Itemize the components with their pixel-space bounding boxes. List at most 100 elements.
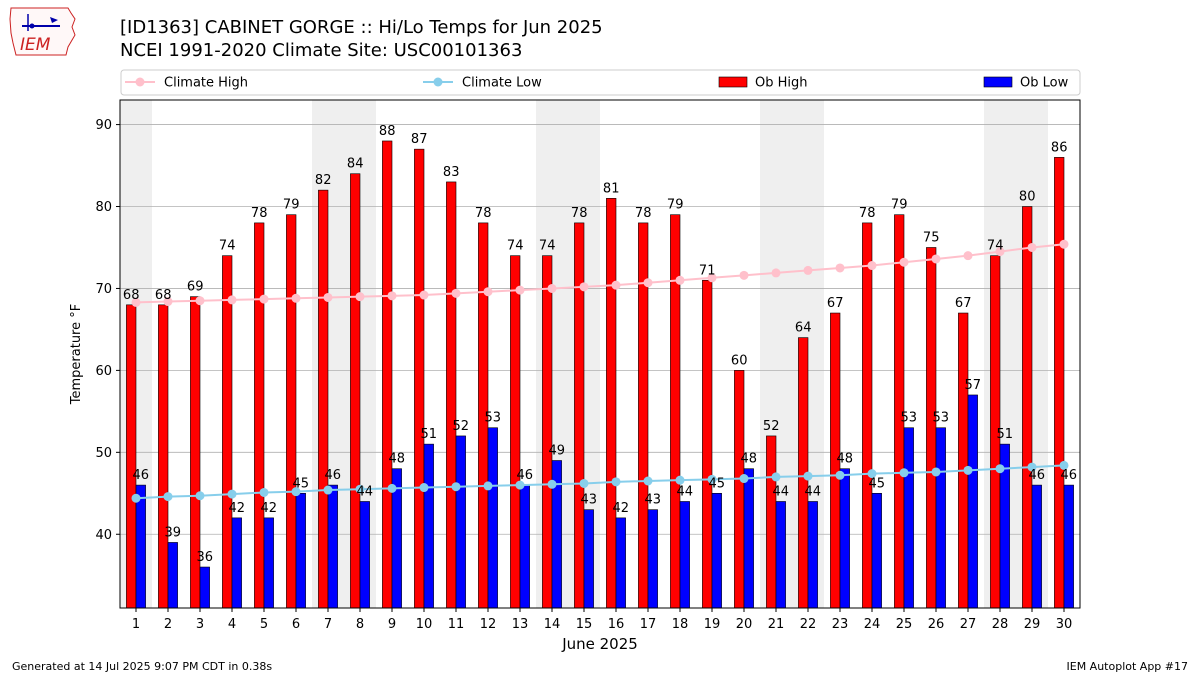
ob-low-bar (199, 566, 210, 609)
climate-high-point (387, 291, 397, 301)
climate-high-point (803, 265, 813, 275)
ob-low-bar (839, 468, 850, 609)
ob-high-bar (734, 370, 745, 609)
ob-low-bar (231, 517, 242, 609)
ob-high-bar (670, 214, 681, 609)
climate-low-point (707, 474, 717, 484)
climate-high-point (1059, 239, 1069, 249)
legend-climate-high-label: Climate High (164, 76, 248, 91)
ob-high-bar (958, 312, 969, 609)
ob-high-label: 67 (827, 296, 844, 311)
ob-high-label: 74 (539, 239, 556, 254)
climate-low-point (227, 489, 237, 499)
ob-low-label: 42 (613, 501, 630, 516)
ob-high-label: 68 (155, 288, 172, 303)
legend-frame (120, 69, 1081, 96)
climate-low-point (995, 464, 1005, 474)
climate-low-point (515, 480, 525, 490)
climate-low-point (419, 483, 429, 493)
ob-high-bar (926, 247, 937, 609)
climate-high-point (867, 261, 877, 271)
ob-low-label: 48 (389, 452, 406, 467)
plot-frame (119, 99, 1081, 609)
ob-high-bar (702, 279, 713, 609)
data-labels: 68 68 69 74 78 79 82 84 88 87 83 78 74 74 78 81 78 79 71 60… (123, 124, 1077, 565)
climate-high-point (131, 297, 141, 307)
ob-low-label: 44 (773, 484, 790, 499)
x-tick-label: 3 (196, 617, 204, 632)
ob-low-label: 49 (549, 444, 566, 459)
ob-low-bar (327, 484, 338, 609)
legend-ob-low-label: Ob Low (1020, 76, 1069, 91)
ob-high-bar (446, 181, 457, 609)
ob-low-label: 46 (1029, 468, 1046, 483)
x-tick-label: 27 (960, 617, 977, 632)
ob-low-label: 44 (677, 484, 694, 499)
x-tick-label: 14 (544, 617, 561, 632)
grid-lines (120, 124, 1080, 535)
ob-high-label: 78 (251, 206, 268, 221)
ob-high-label: 74 (987, 239, 1004, 254)
ob-low-label: 45 (869, 476, 886, 491)
ob-high-label: 60 (731, 353, 748, 368)
x-tick-label: 13 (512, 617, 529, 632)
ob-low-bar (135, 484, 146, 609)
climate-high-point (675, 275, 685, 285)
ob-high-bar (510, 255, 521, 609)
ob-low-bar (967, 394, 978, 609)
ob-high-bar (542, 255, 553, 609)
climate-low-point (259, 487, 269, 497)
ob-high-label: 74 (507, 239, 524, 254)
x-tick-label: 23 (832, 617, 849, 632)
climate-high-point (419, 290, 429, 300)
climate-low-point (387, 483, 397, 493)
x-tick-label: 21 (768, 617, 785, 632)
ob-high-label: 52 (763, 419, 780, 434)
ob-low-label: 46 (133, 468, 150, 483)
climate-low-point (291, 487, 301, 497)
climate-high-point (931, 254, 941, 264)
x-tick-label: 20 (736, 617, 753, 632)
legend-ob-low-swatch (983, 76, 1013, 88)
legend-climate-low-label: Climate Low (462, 76, 542, 91)
x-tick-label: 11 (448, 617, 465, 632)
chart-title: [ID1363] CABINET GORGE :: Hi/Lo Temps fo… (120, 17, 603, 38)
x-tick-label: 4 (228, 617, 236, 632)
ob-low-bar (519, 484, 530, 609)
ob-low-bar (775, 501, 786, 609)
ob-low-bar (263, 517, 274, 609)
ob-low-label: 42 (261, 501, 278, 516)
ob-high-bar (1022, 206, 1033, 609)
climate-high-point (483, 287, 493, 297)
climate-high-point (611, 280, 621, 290)
ob-low-bar (743, 468, 754, 609)
ob-high-label: 67 (955, 296, 972, 311)
ob-low-label: 43 (645, 493, 662, 508)
climate-low-point (195, 491, 205, 501)
ob-low-bar (167, 542, 178, 609)
climate-low-point (163, 492, 173, 502)
ob-high-bar (766, 435, 777, 609)
ob-low-bar (1063, 484, 1074, 609)
legend-ob-high-label: Ob High (755, 76, 808, 91)
y-tick-label: 50 (95, 446, 112, 461)
ob-low-bar (455, 435, 466, 609)
legend: Climate High Climate Low Ob High Ob Low (120, 69, 1081, 96)
ob-high-label: 79 (283, 198, 300, 213)
climate-high-point (291, 293, 301, 303)
ob-low-bar (1031, 484, 1042, 609)
iowa-outline-icon (9, 7, 76, 56)
iem-logo: IEM (9, 7, 76, 56)
climate-high-line (135, 243, 1065, 304)
ob-low-bar (359, 501, 370, 609)
ob-low-bar (935, 427, 946, 609)
ob-high-bar (1054, 157, 1065, 609)
x-tick-label: 24 (864, 617, 881, 632)
legend-climate-low-marker (433, 77, 443, 87)
x-tick-label: 1 (132, 617, 140, 632)
climate-high-point (579, 282, 589, 292)
ob-high-label: 88 (379, 124, 396, 139)
x-tick-label: 8 (356, 617, 364, 632)
x-tick-label: 7 (324, 617, 332, 632)
